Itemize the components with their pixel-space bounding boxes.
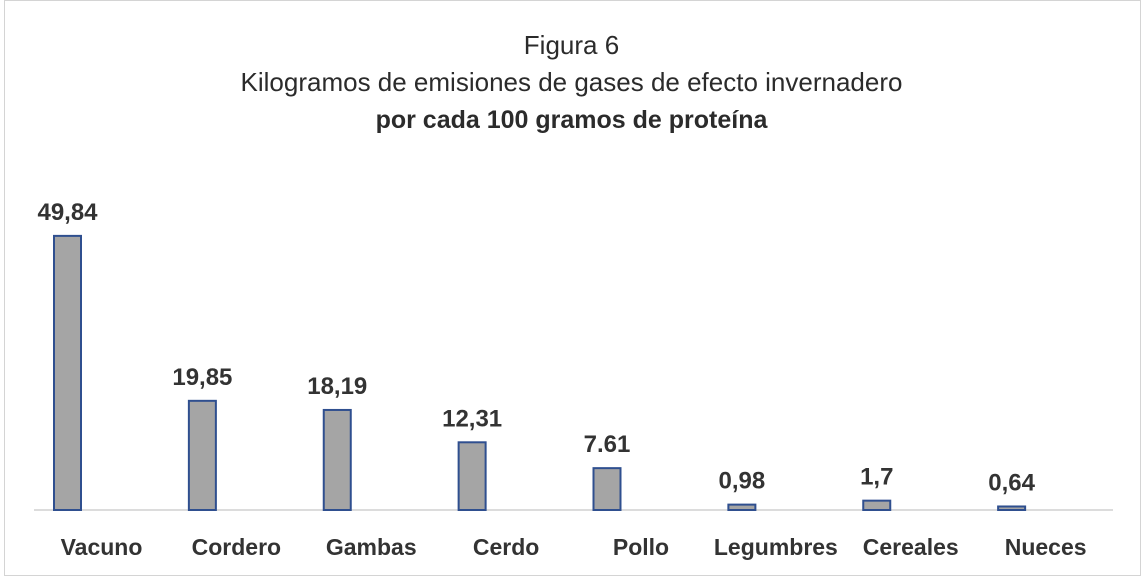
- bar-pollo: [592, 467, 622, 511]
- bar-legumbres: [727, 503, 757, 511]
- category-label-nueces: Nueces: [1005, 534, 1087, 560]
- bar-cereales: [862, 499, 892, 511]
- category-label-cerdo: Cerdo: [473, 534, 539, 560]
- bar-nueces: [997, 505, 1027, 512]
- chart-title: Figura 6: [523, 30, 620, 60]
- data-label-vacuno: 49,84: [37, 199, 98, 226]
- data-label-cerdo: 12,31: [442, 405, 502, 432]
- category-label-cordero: Cordero: [192, 534, 281, 560]
- data-label-nueces: 0,64: [988, 469, 1035, 496]
- data-label-pollo: 7.61: [584, 431, 631, 458]
- chart-subtitle-line2: por cada 100 gramos de proteína: [375, 106, 768, 134]
- data-label-cordero: 19,85: [172, 364, 232, 391]
- category-label-legumbres: Legumbres: [714, 534, 838, 560]
- chart-subtitle-line1: Kilogramos de emisiones de gases de efec…: [240, 67, 903, 97]
- bar-cerdo: [457, 441, 487, 512]
- category-label-gambas: Gambas: [326, 534, 417, 560]
- data-label-cereales: 1,7: [860, 464, 893, 491]
- category-label-pollo: Pollo: [613, 534, 669, 560]
- chart-frame: [4, 0, 1141, 576]
- category-label-cereales: Cereales: [863, 534, 959, 560]
- data-label-gambas: 18,19: [307, 373, 367, 400]
- bar-cordero: [187, 399, 217, 512]
- bar-gambas: [322, 408, 352, 511]
- category-label-vacuno: Vacuno: [61, 534, 143, 560]
- data-label-legumbres: 0,98: [719, 468, 766, 495]
- bar-vacuno: [53, 234, 82, 511]
